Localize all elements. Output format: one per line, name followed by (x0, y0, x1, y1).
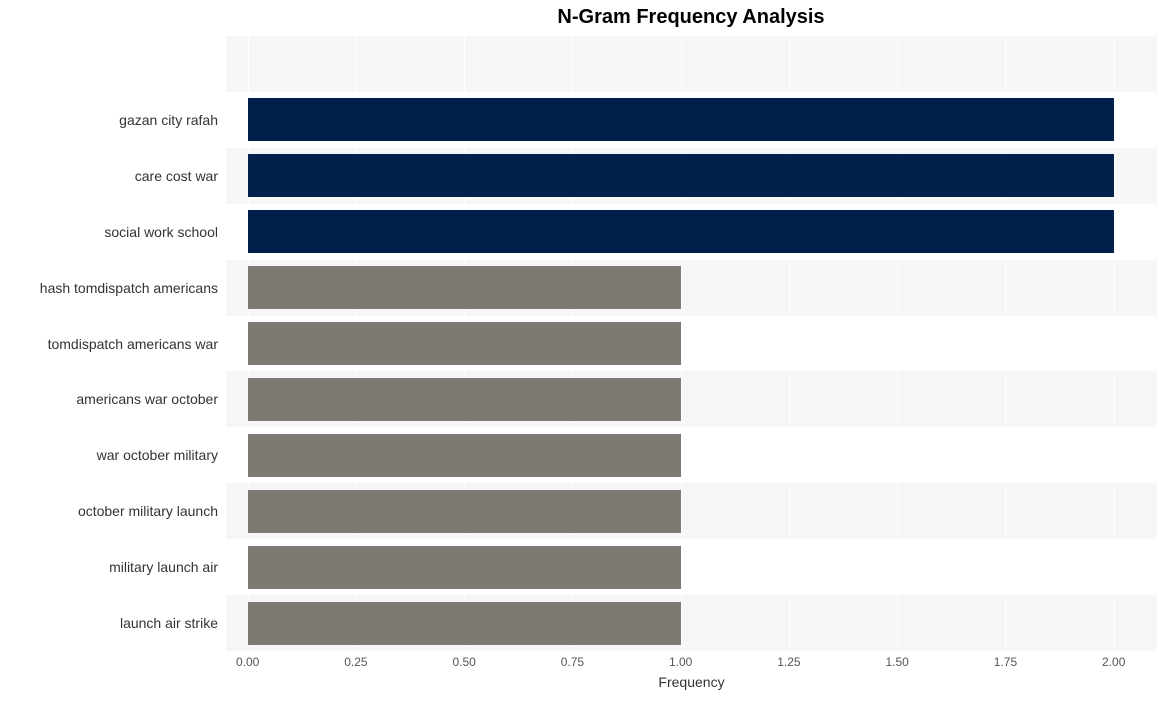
bar (248, 602, 681, 645)
y-axis-labels: gazan city rafah care cost war social work… (0, 36, 218, 651)
bar (248, 490, 681, 533)
bar (248, 546, 681, 589)
y-tick-label: tomdispatch americans war (48, 336, 218, 352)
bar (248, 266, 681, 309)
bar (248, 322, 681, 365)
y-tick-label: social work school (104, 224, 218, 240)
bar (248, 154, 1114, 197)
y-tick-label: care cost war (135, 168, 218, 184)
bar (248, 98, 1114, 141)
x-tick-label: 1.25 (777, 655, 800, 669)
ngram-chart: N-Gram Frequency Analysis gazan city raf… (0, 0, 1166, 701)
x-axis-title: Frequency (226, 674, 1157, 690)
bar (248, 210, 1114, 253)
y-tick-label: military launch air (109, 559, 218, 575)
y-tick-label: launch air strike (120, 615, 218, 631)
y-tick-label: hash tomdispatch americans (40, 280, 218, 296)
vgrid-line (1114, 36, 1115, 651)
y-tick-label: war october military (97, 447, 218, 463)
x-tick-label: 0.75 (561, 655, 584, 669)
x-tick-label: 0.25 (344, 655, 367, 669)
y-tick-label: october military launch (78, 503, 218, 519)
plot-area (226, 36, 1157, 651)
chart-title: N-Gram Frequency Analysis (226, 6, 1156, 29)
x-tick-label: 1.00 (669, 655, 692, 669)
panel-stripe (226, 36, 1157, 92)
y-tick-label: gazan city rafah (119, 112, 218, 128)
bar (248, 434, 681, 477)
x-tick-label: 1.75 (994, 655, 1017, 669)
y-tick-label: americans war october (76, 391, 218, 407)
x-tick-label: 1.50 (885, 655, 908, 669)
x-tick-label: 0.00 (236, 655, 259, 669)
x-tick-label: 2.00 (1102, 655, 1125, 669)
x-tick-label: 0.50 (452, 655, 475, 669)
bar (248, 378, 681, 421)
